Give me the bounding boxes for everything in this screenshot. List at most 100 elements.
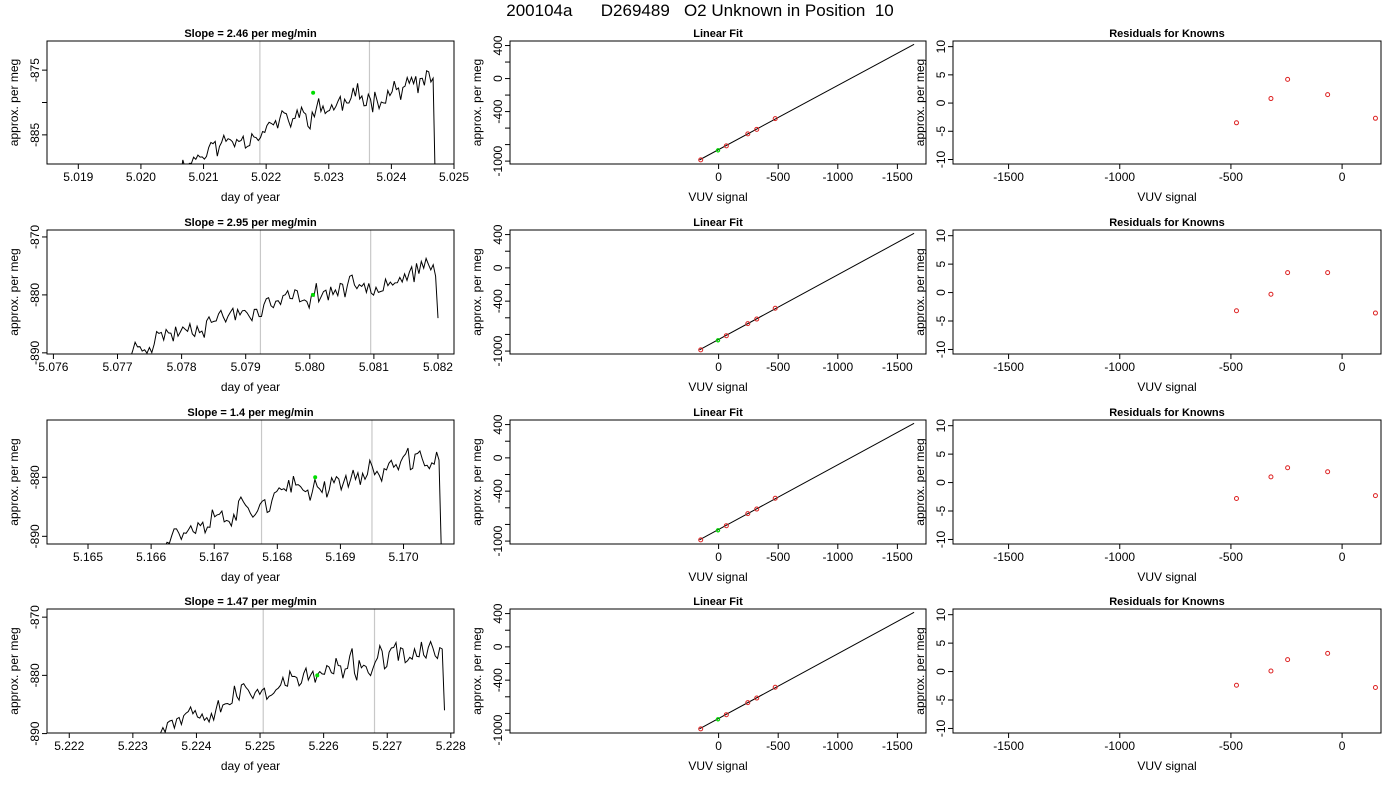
y-tick-label: 0	[491, 454, 505, 461]
y-axis-label: approx. per meg	[470, 59, 484, 146]
unknown-marker	[310, 292, 315, 297]
x-axis-label: VUV signal	[1137, 570, 1196, 584]
fit-line	[699, 232, 915, 351]
panel-r3-trace: Slope = 1.4 per meg/min 5.165 5.166 5.167 5.…	[7, 407, 455, 584]
x-tick-label: -500	[766, 170, 790, 184]
x-tick-label: -1500	[882, 360, 913, 374]
y-tick-label: -1000	[491, 525, 505, 556]
x-tick-label: -1000	[1104, 360, 1135, 374]
unknown-marker	[315, 673, 320, 678]
x-axis-label: day of year	[221, 190, 280, 204]
known-point	[698, 347, 704, 353]
x-tick-label: 5.078	[167, 360, 197, 374]
x-tick-label: 0	[715, 170, 722, 184]
x-tick-label: -1500	[993, 739, 1024, 753]
panel-title: Linear Fit	[693, 596, 743, 608]
panel-title: Slope = 1.47 per meg/min	[184, 596, 317, 608]
x-axis-label: VUV signal	[688, 190, 747, 204]
plot-frame	[509, 40, 927, 165]
plot-frame	[46, 229, 455, 355]
x-tick-label: -500	[1219, 170, 1243, 184]
x-tick-label: 0	[1339, 739, 1346, 753]
x-axis-label: VUV signal	[688, 380, 747, 394]
residual-point	[1372, 684, 1378, 690]
y-tick-label: 0	[491, 264, 505, 271]
panel-r1-fit: Linear Fit -1500 -1000 -500 0 400 0 -400 -1000 VU…	[470, 28, 927, 204]
residual-point	[1325, 92, 1331, 98]
y-tick-label: 0	[934, 479, 948, 486]
residual-point	[1372, 115, 1378, 121]
panel-r4-res: Residuals for Knowns -1500 -1000 -500 0 10 5 0 -…	[913, 596, 1382, 773]
y-tick-label: -10	[934, 340, 948, 358]
x-tick-label: -1000	[822, 170, 853, 184]
unknown-point	[715, 148, 721, 153]
x-tick-label: -1000	[1104, 739, 1135, 753]
known-point	[754, 126, 760, 132]
x-tick-label: 5.080	[295, 360, 325, 374]
y-tick-label: -5	[934, 505, 948, 516]
x-tick-label: 5.025	[439, 170, 469, 184]
y-axis-label: approx. per meg	[470, 627, 484, 714]
plot-frame	[952, 419, 1382, 545]
x-tick-label: -1500	[882, 739, 913, 753]
x-axis-label: VUV signal	[1137, 380, 1196, 394]
x-axis-label: VUV signal	[1137, 759, 1196, 773]
y-axis-label: approx. per meg	[7, 59, 21, 146]
x-tick-label: -1500	[993, 550, 1024, 564]
residual-point	[1285, 270, 1291, 276]
y-axis-label: approx. per meg	[7, 627, 21, 714]
unknown-point	[715, 528, 721, 533]
panel-title: Slope = 1.4 per meg/min	[187, 407, 314, 419]
plot-area	[181, 41, 436, 164]
panel-r4-trace: Slope = 1.47 per meg/min 5.222 5.223 5.224 5…	[7, 596, 466, 773]
residual-point	[1268, 291, 1274, 297]
y-tick-label: -880	[28, 663, 42, 687]
y-tick-label: -10	[934, 719, 948, 737]
residual-point	[1268, 96, 1274, 102]
x-tick-label: -1500	[882, 170, 913, 184]
residual-point	[1325, 469, 1331, 475]
known-point	[745, 511, 751, 517]
x-axis-label: VUV signal	[688, 570, 747, 584]
known-point	[723, 333, 729, 339]
known-point	[698, 726, 704, 732]
x-tick-label: 5.023	[314, 170, 344, 184]
known-point	[723, 712, 729, 718]
panel-r1-res: Residuals for Knowns -1500 -1000 -500 0 10 5 0 -…	[913, 28, 1382, 204]
residual-point	[1325, 650, 1331, 656]
x-tick-label: -500	[1219, 360, 1243, 374]
y-tick-label: -400	[491, 668, 505, 692]
y-tick-label: -1000	[491, 335, 505, 366]
x-tick-label: 5.019	[63, 170, 93, 184]
y-tick-label: -400	[491, 99, 505, 123]
data-trace	[165, 447, 442, 544]
y-tick-label: 400	[491, 35, 505, 55]
known-point	[754, 316, 760, 322]
x-tick-label: -500	[1219, 550, 1243, 564]
panel-r3-fit: Linear Fit -1500 -1000 -500 0 400 0 -400 -1000 VU…	[470, 407, 927, 584]
y-tick-label: 10	[934, 419, 948, 433]
x-tick-label: 5.226	[309, 739, 339, 753]
plot-frame	[46, 40, 455, 165]
panel-r2-fit: Linear Fit -1500 -1000 -500 0 400 0 -400 -1000 VU…	[470, 217, 927, 394]
y-tick-label: 0	[934, 668, 948, 675]
panel-title: Residuals for Knowns	[1109, 217, 1225, 229]
y-tick-label: 0	[934, 289, 948, 296]
y-tick-label: -400	[491, 289, 505, 313]
known-point	[745, 321, 751, 327]
y-tick-label: 10	[934, 40, 948, 54]
x-tick-label: 0	[1339, 360, 1346, 374]
x-tick-label: -1000	[822, 550, 853, 564]
residual-point	[1233, 120, 1239, 126]
plot-area	[1233, 650, 1378, 690]
x-tick-label: 0	[715, 550, 722, 564]
unknown-point	[715, 717, 721, 722]
residual-point	[1325, 270, 1331, 276]
x-axis-label: day of year	[221, 759, 280, 773]
x-tick-label: 5.227	[372, 739, 402, 753]
y-axis-label: approx. per meg	[7, 438, 21, 525]
x-tick-label: 0	[715, 360, 722, 374]
y-tick-label: -875	[28, 58, 42, 82]
panel-title: Slope = 2.95 per meg/min	[184, 217, 317, 229]
